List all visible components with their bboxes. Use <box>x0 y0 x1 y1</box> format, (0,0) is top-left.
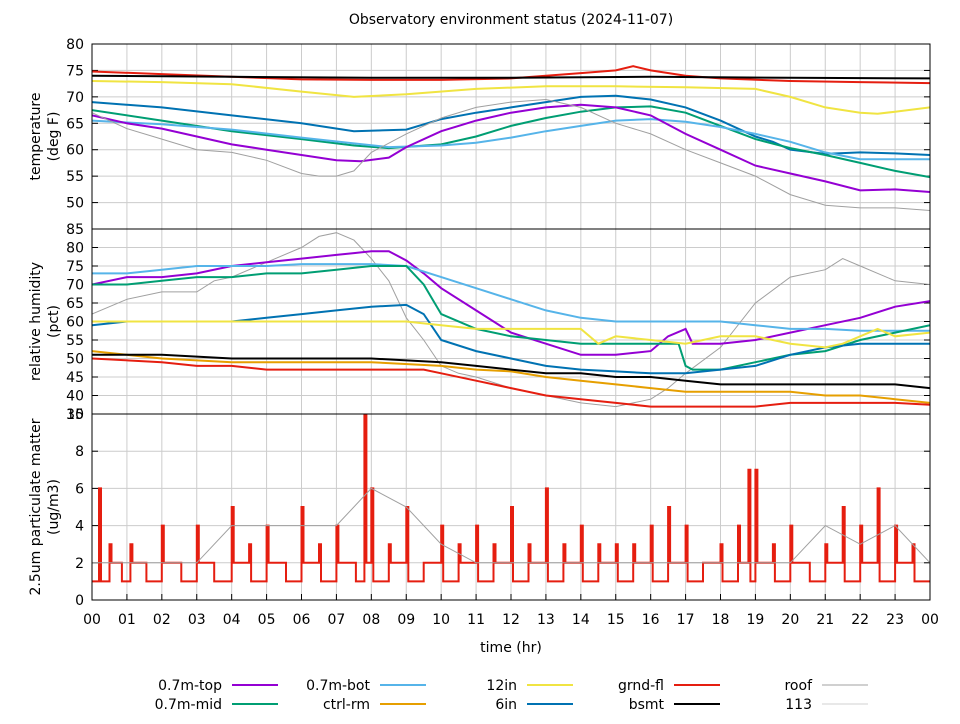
y-axis-label-particulate: 2.5um particulate matter (ug/m3) <box>28 418 62 595</box>
y-tick-label: 6 <box>75 481 84 497</box>
y-tick-label: 4 <box>75 519 84 535</box>
y-tick-label: 80 <box>66 37 84 53</box>
x-tick-label: 23 <box>886 612 904 628</box>
legend-label: 0.7m-top <box>158 678 222 694</box>
x-tick-label: 10 <box>432 612 450 628</box>
series-line-humidity-ctrl-rm <box>92 350 930 404</box>
y-tick-label: 40 <box>66 389 84 405</box>
legend-item-0.7m-mid: 0.7m-mid <box>155 697 278 713</box>
legend-item-113: 113 <box>785 697 868 713</box>
y-tick-label: 70 <box>66 278 84 294</box>
panel-humidity: 35 40 45 50 55 60 65 70 75 80 85 relative humidity(… <box>28 222 931 423</box>
x-tick-label: 11 <box>467 612 485 628</box>
series-line-temperature-bsmt <box>92 74 930 80</box>
legend-label: ctrl-rm <box>323 697 370 713</box>
x-tick-label: 19 <box>747 612 765 628</box>
y-tick-label: 60 <box>66 315 84 331</box>
y-tick-label: 80 <box>66 241 84 257</box>
x-tick-label: 09 <box>397 612 415 628</box>
series-line-humidity-bsmt <box>92 353 930 390</box>
legend-item-12in: 12in <box>486 678 573 694</box>
x-tick-label: 07 <box>328 612 346 628</box>
y-tick-label: 55 <box>66 333 84 349</box>
y-tick-label: 8 <box>75 444 84 460</box>
x-tick-label: 00 <box>83 612 101 628</box>
series-line-temperature-0.7m-mid <box>92 105 930 179</box>
legend-label: 0.7m-bot <box>306 678 370 694</box>
y-tick-label: 0 <box>75 593 84 609</box>
series-line-humidity-roof <box>92 232 930 408</box>
x-tick-label: 03 <box>188 612 206 628</box>
series-line-particulate-roof <box>92 487 930 564</box>
legend-label: 12in <box>486 678 517 694</box>
legend-label: bsmt <box>629 697 665 713</box>
legend-label: 0.7m-mid <box>155 697 222 713</box>
legend-label: grnd-fl <box>618 678 664 694</box>
series-line-humidity-12in <box>92 320 930 349</box>
x-axis: 00 01 02 03 04 05 06 07 08 09 10 11 12 13 14 15 16 17 18 19… <box>83 594 939 628</box>
x-tick-label: 13 <box>537 612 555 628</box>
series-line-humidity-grnd-fl <box>92 357 930 408</box>
x-tick-label: 06 <box>293 612 311 628</box>
x-tick-label: 04 <box>223 612 241 628</box>
x-tick-label: 12 <box>502 612 520 628</box>
y-tick-label: 85 <box>66 222 84 238</box>
x-tick-label: 18 <box>712 612 730 628</box>
legend-label: roof <box>784 678 813 694</box>
series-line-humidity-0.7m-bot <box>92 263 930 332</box>
x-tick-label: 00 <box>921 612 939 628</box>
y-tick-label: 55 <box>66 169 84 185</box>
panel-temperature: 50 55 60 65 70 75 80 temperature (deg F) <box>28 37 931 230</box>
x-tick-label: 17 <box>677 612 695 628</box>
y-tick-label: 35 <box>66 407 84 423</box>
x-tick-label: 15 <box>607 612 625 628</box>
y-tick-label: 75 <box>66 63 84 79</box>
legend-item-6in: 6in <box>495 697 573 713</box>
x-tick-label: 05 <box>258 612 276 628</box>
y-tick-label: 65 <box>66 296 84 312</box>
y-tick-label: 50 <box>66 352 84 368</box>
y-tick-label: 2 <box>75 556 84 572</box>
y-tick-label: 45 <box>66 370 84 386</box>
x-tick-label: 21 <box>816 612 834 628</box>
series-line-temperature-0.7m-bot <box>92 118 930 161</box>
legend-item-bsmt: bsmt <box>629 697 720 713</box>
series-line-temperature-roof <box>92 98 930 211</box>
legend-label: 6in <box>495 697 517 713</box>
series-line-humidity-0.7m-top <box>92 250 930 356</box>
x-tick-label: 14 <box>572 612 590 628</box>
legend-item-roof: roof <box>784 678 868 694</box>
x-tick-label: 01 <box>118 612 136 628</box>
y-tick-label: 75 <box>66 259 84 275</box>
chart-title: Observatory environment status (2024-11-… <box>349 12 673 28</box>
y-tick-label: 50 <box>66 196 84 212</box>
chart-legend: 0.7m-top 0.7m-mid 0.7m-bot ctrl-rm 12in 6in gr… <box>155 678 868 713</box>
x-tick-label: 16 <box>642 612 660 628</box>
y-tick-label: 65 <box>66 116 84 132</box>
legend-item-grnd-fl: grnd-fl <box>618 678 720 694</box>
y-tick-label: 70 <box>66 90 84 106</box>
x-tick-label: 22 <box>851 612 869 628</box>
panel-particulate: 0 2 4 6 8 102.5um particulate matter (ug/m3) <box>28 407 931 609</box>
y-axis-label-humidity: relative humidity (pct) <box>28 262 62 381</box>
legend-item-0.7m-top: 0.7m-top <box>158 678 278 694</box>
x-tick-label: 08 <box>362 612 380 628</box>
x-tick-label: 20 <box>781 612 799 628</box>
y-tick-label: 10 <box>66 407 84 423</box>
y-axis-label-temperature: temperature (deg F) <box>28 93 62 181</box>
x-axis-label: time (hr) <box>480 640 542 656</box>
legend-item-0.7m-bot: 0.7m-bot <box>306 678 426 694</box>
series-line-temperature-0.7m-top <box>92 103 930 193</box>
series-line-temperature-grnd-fl <box>92 65 930 85</box>
legend-label: 113 <box>785 697 812 713</box>
series-line-temperature-12in <box>92 80 930 115</box>
x-tick-label: 02 <box>153 612 171 628</box>
series-line-humidity-0.7m-mid <box>92 265 930 371</box>
legend-item-ctrl-rm: ctrl-rm <box>323 697 426 713</box>
y-tick-label: 60 <box>66 143 84 159</box>
